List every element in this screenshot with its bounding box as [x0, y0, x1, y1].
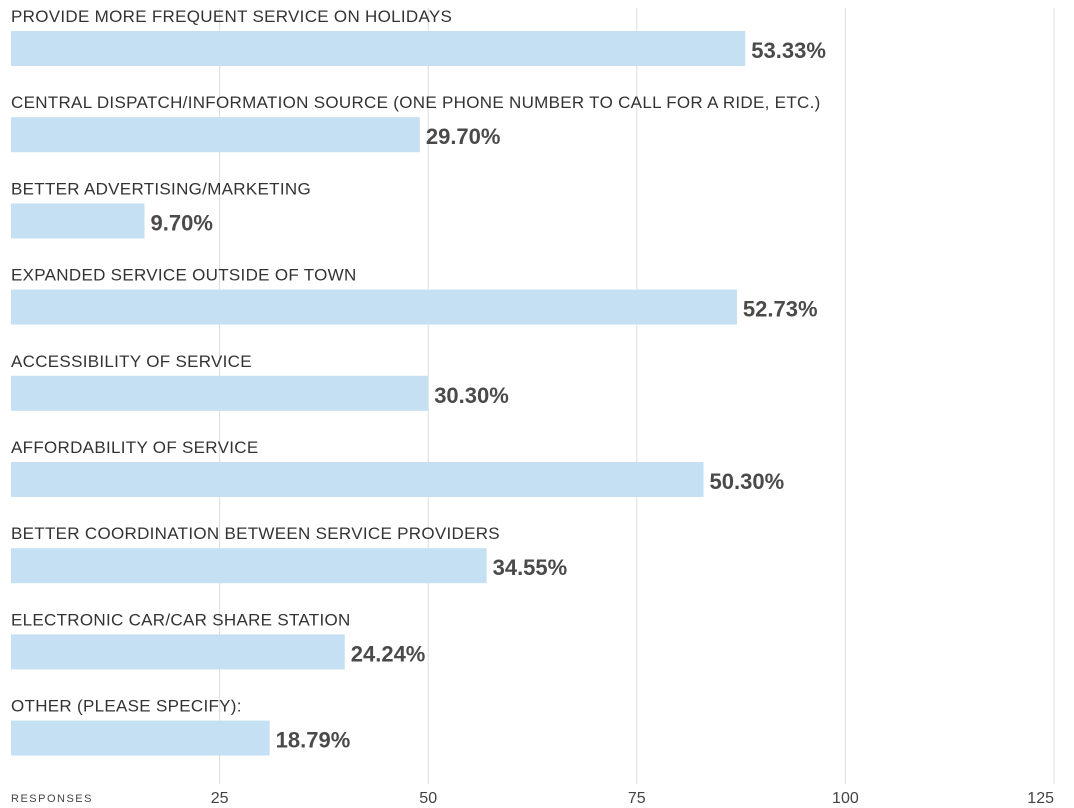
category-label: AFFORDABILITY OF SERVICE [11, 438, 258, 457]
bar [11, 548, 487, 584]
value-label: 30.30% [434, 383, 509, 408]
value-label: 52.73% [743, 297, 818, 322]
category-label: PROVIDE MORE FREQUENT SERVICE ON HOLIDAY… [11, 7, 452, 26]
value-label: 50.30% [710, 469, 785, 494]
value-label: 18.79% [276, 728, 351, 753]
category-label: OTHER (PLEASE SPECIFY): [11, 697, 242, 716]
x-tick-label: 75 [628, 790, 646, 807]
x-tick-label: 125 [1027, 790, 1054, 807]
value-label: 9.70% [151, 210, 213, 235]
x-axis-title: RESPONSES [11, 793, 93, 805]
value-label: 34.55% [493, 555, 568, 580]
value-label: 24.24% [351, 641, 426, 666]
category-label: ACCESSIBILITY OF SERVICE [11, 352, 252, 371]
category-label: ELECTRONIC CAR/CAR SHARE STATION [11, 610, 351, 629]
bar [11, 203, 145, 239]
value-label: 29.70% [426, 124, 501, 149]
x-tick-label: 25 [211, 790, 229, 807]
bar [11, 462, 704, 497]
bar [11, 289, 737, 325]
x-tick-label: 50 [419, 790, 437, 807]
bar [11, 117, 420, 153]
value-label: 53.33% [751, 38, 826, 63]
category-label: BETTER ADVERTISING/MARKETING [11, 179, 311, 198]
bar [11, 720, 270, 756]
bar [11, 31, 746, 66]
category-label: CENTRAL DISPATCH/INFORMATION SOURCE (ONE… [11, 93, 821, 112]
x-tick-label: 100 [832, 790, 859, 807]
bar [11, 634, 345, 670]
category-label: BETTER COORDINATION BETWEEN SERVICE PROV… [11, 524, 500, 543]
category-label: EXPANDED SERVICE OUTSIDE OF TOWN [11, 266, 357, 285]
bar [11, 375, 429, 411]
